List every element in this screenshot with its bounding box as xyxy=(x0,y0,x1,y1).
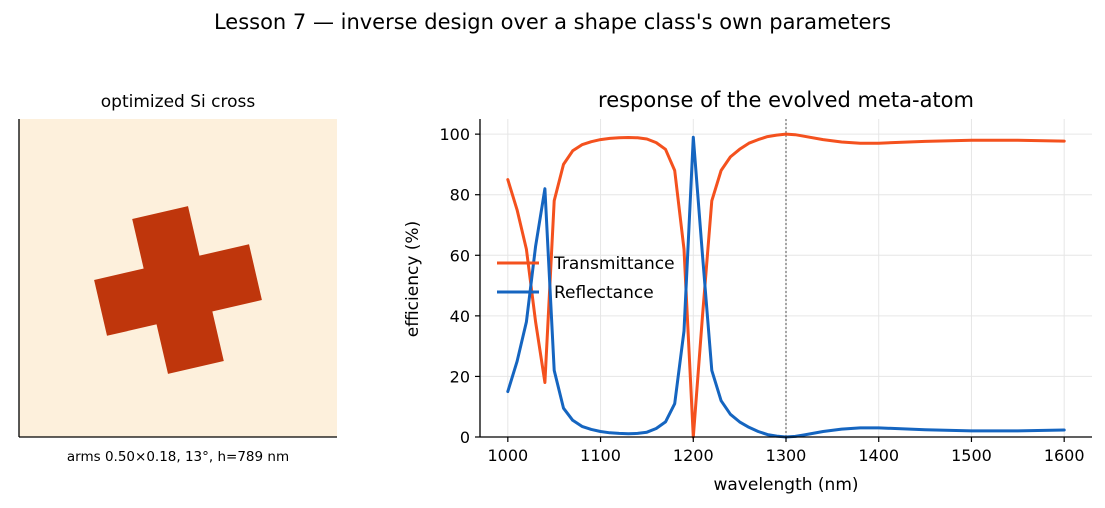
x-axis-label: wavelength (nm) xyxy=(713,475,858,495)
x-tick-label: 1000 xyxy=(487,446,528,465)
cross-arm-vertical xyxy=(132,206,224,374)
y-tick-label: 20 xyxy=(450,367,470,386)
shape-panel xyxy=(18,119,337,438)
x-tick-label: 1600 xyxy=(1044,446,1085,465)
x-tick-label: 1200 xyxy=(673,446,714,465)
y-tick-label: 100 xyxy=(439,125,470,144)
legend-label-reflectance: Reflectance xyxy=(554,283,654,303)
chart-legend: Transmittance Reflectance xyxy=(497,254,675,303)
chart-grid xyxy=(480,119,1092,438)
x-tick-label: 1100 xyxy=(580,446,621,465)
y-axis-label: efficiency (%) xyxy=(403,221,423,337)
shape-panel-caption: arms 0.50×0.18, 13°, h=789 nm xyxy=(66,449,290,465)
x-tick-label: 1400 xyxy=(858,446,899,465)
x-tick-label: 1500 xyxy=(951,446,992,465)
chart-title: response of the evolved meta-atom xyxy=(598,88,974,112)
y-tick-label: 80 xyxy=(450,186,470,205)
series-line-reflectance xyxy=(506,135,1066,439)
y-tick-label: 60 xyxy=(450,246,470,265)
si-cross-shape xyxy=(94,206,262,374)
shape-panel-title: optimized Si cross xyxy=(100,92,256,112)
y-tick-label: 40 xyxy=(450,307,470,326)
x-tick-label: 1300 xyxy=(766,446,807,465)
figure-title: Lesson 7 — inverse design over a shape c… xyxy=(213,10,892,34)
y-axis-ticks: 0 20 40 60 80 100 xyxy=(439,125,480,447)
spectrum-chart: 1000 1100 1200 1300 1400 1500 1600 0 20 40 60 80 10… xyxy=(403,119,1092,495)
y-tick-label: 0 xyxy=(460,428,470,447)
x-axis-ticks: 1000 1100 1200 1300 1400 1500 1600 xyxy=(487,437,1085,465)
legend-label-transmittance: Transmittance xyxy=(553,254,675,274)
